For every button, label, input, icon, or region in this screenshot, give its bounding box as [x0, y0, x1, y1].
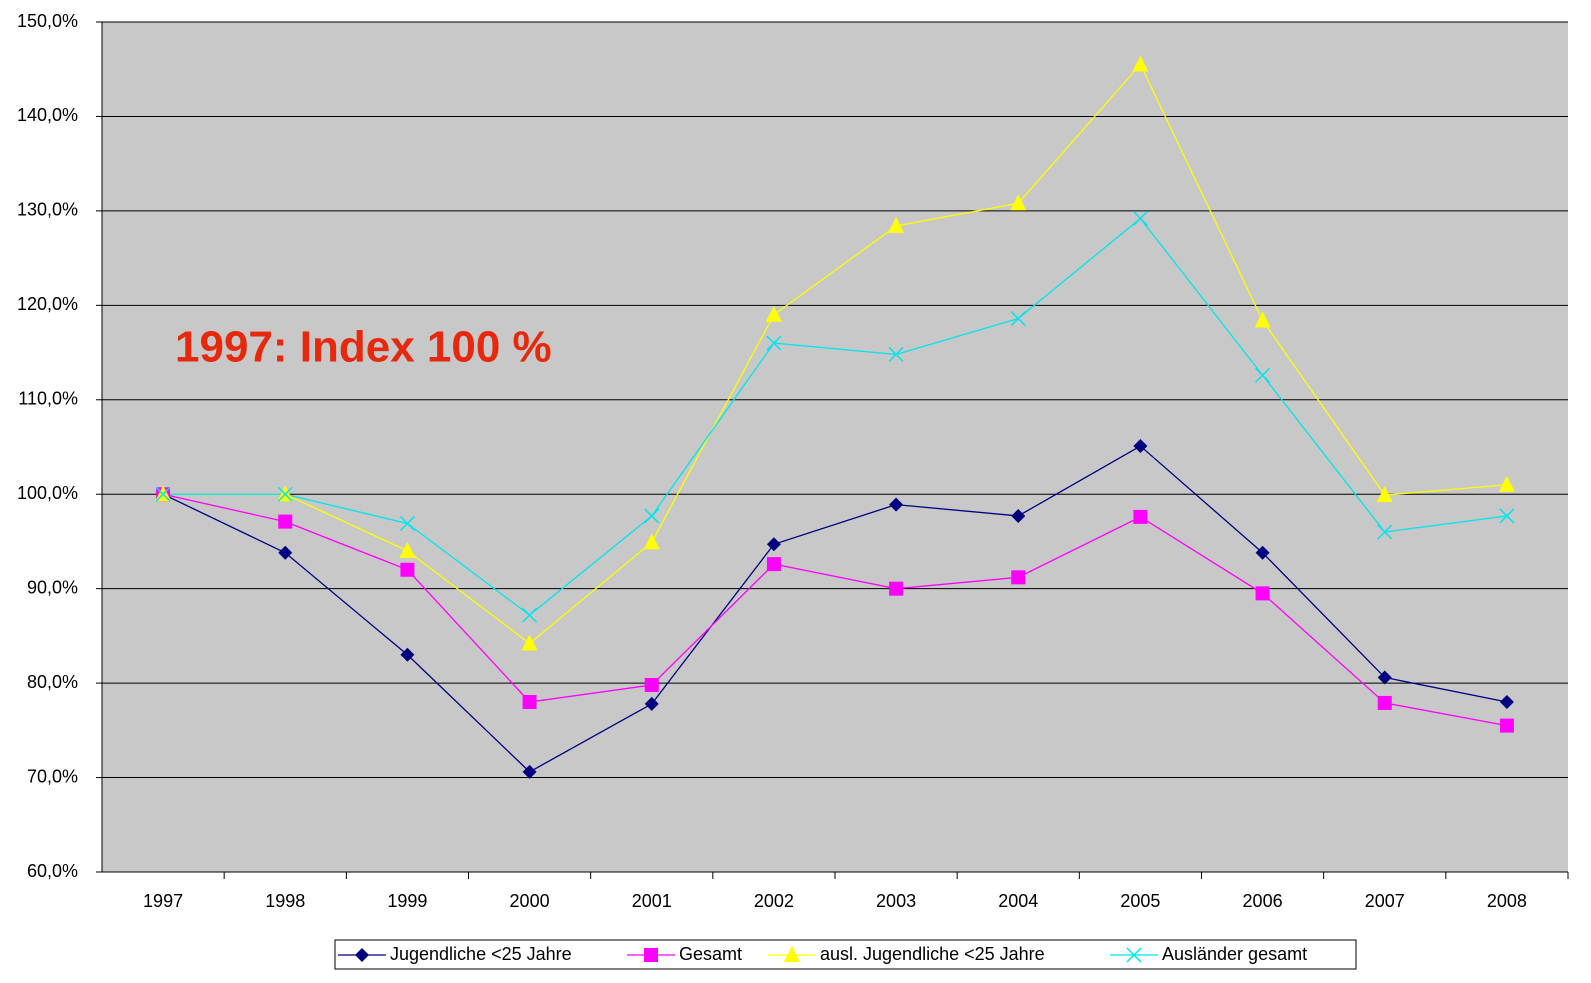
marker [521, 634, 538, 651]
marker [399, 515, 415, 532]
legend-label: ausl. Jugendliche <25 Jahre [820, 944, 1045, 964]
y-tick-label: 70,0% [27, 766, 78, 786]
y-tick-label: 120,0% [17, 294, 78, 314]
marker [278, 514, 293, 529]
plot-area [102, 22, 1568, 872]
legend-label: Gesamt [679, 944, 742, 964]
y-tick-label: 110,0% [18, 389, 78, 409]
y-tick-label: 150,0% [17, 11, 78, 31]
marker [278, 545, 293, 560]
marker [155, 486, 171, 502]
marker [522, 695, 537, 709]
marker [355, 948, 369, 962]
x-tick-label: 2000 [510, 891, 550, 911]
marker [1499, 718, 1514, 733]
marker [1133, 439, 1148, 454]
marker [522, 764, 537, 779]
legend [334, 939, 1357, 970]
y-tick-label: 90,0% [27, 577, 78, 597]
marker [889, 497, 904, 512]
marker [1254, 311, 1271, 328]
marker [1011, 570, 1026, 585]
marker [522, 607, 538, 623]
marker [889, 581, 904, 596]
marker [277, 486, 293, 502]
marker [1132, 55, 1149, 72]
marker [888, 217, 905, 233]
series-line [162, 445, 1508, 773]
marker [1498, 475, 1515, 492]
marker [766, 537, 781, 552]
x-tick-label: 1998 [265, 891, 305, 911]
y-tick-label: 140,0% [17, 105, 78, 125]
x-tick-label: 2002 [754, 891, 794, 911]
x-tick-label: 2005 [1120, 891, 1160, 911]
marker [1010, 311, 1026, 327]
marker [1126, 947, 1142, 963]
annotation: 1997: Index 100 % [175, 323, 552, 372]
series-line [162, 493, 1508, 727]
marker [644, 508, 660, 524]
legend-label: Jugendliche <25 Jahre [390, 944, 572, 964]
marker [644, 948, 658, 962]
marker [1499, 695, 1514, 709]
series-line [163, 63, 1507, 645]
marker [1377, 670, 1392, 685]
marker [1011, 508, 1026, 523]
y-tick-label: 80,0% [27, 672, 78, 692]
marker [1377, 695, 1392, 710]
series-line [163, 217, 1508, 616]
y-tick-label: 100,0% [17, 483, 78, 503]
marker [766, 557, 781, 572]
y-tick-label: 60,0% [27, 861, 78, 881]
x-tick-label: 2008 [1487, 891, 1527, 911]
x-tick-label: 1997 [143, 891, 183, 911]
marker [1255, 367, 1271, 383]
marker [888, 346, 904, 362]
marker [400, 647, 415, 662]
marker [1376, 486, 1393, 503]
marker [1255, 545, 1270, 560]
marker [1377, 524, 1393, 540]
x-tick-label: 1999 [387, 891, 427, 911]
marker [1133, 509, 1148, 524]
marker [1132, 210, 1148, 226]
x-tick-label: 2007 [1365, 891, 1405, 911]
marker [400, 562, 415, 577]
marker [765, 305, 782, 322]
marker [644, 678, 659, 692]
marker [784, 946, 800, 962]
marker [1499, 508, 1515, 524]
marker [644, 696, 659, 711]
marker [643, 533, 660, 550]
x-tick-label: 2006 [1243, 891, 1283, 911]
marker [766, 335, 782, 351]
x-tick-label: 2001 [632, 891, 672, 911]
y-tick-label: 130,0% [17, 200, 78, 220]
x-tick-label: 2004 [998, 891, 1038, 911]
marker [1255, 586, 1270, 601]
legend-label: Ausländer gesamt [1162, 944, 1307, 964]
x-tick-label: 2003 [876, 891, 916, 911]
marker [1010, 194, 1027, 211]
marker [399, 541, 416, 558]
